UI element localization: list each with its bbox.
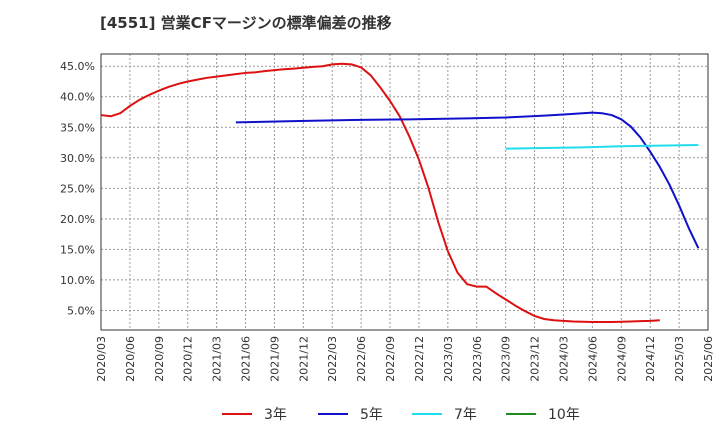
x-tick-label: 2021/06 [240, 336, 253, 382]
x-tick-label: 2022/12 [413, 336, 426, 382]
x-tick-label: 2023/12 [529, 336, 542, 382]
x-axis-labels: 2020/03 2020/06 2020/09 2020/12 2021/03 2021/… [95, 336, 715, 382]
legend-label: 7年 [454, 407, 477, 423]
x-tick-label: 2021/09 [268, 336, 281, 382]
y-tick-label: 25.0% [60, 182, 95, 195]
chart-title: [4551] 営業CFマージンの標準偏差の推移 [100, 14, 392, 32]
legend: 3年 5年 7年 10年 [222, 407, 580, 423]
y-tick-label: 15.0% [60, 243, 95, 256]
series-lines [100, 62, 700, 324]
y-tick-label: 40.0% [60, 91, 95, 104]
x-tick-label: 2023/09 [500, 336, 513, 382]
legend-label: 5年 [360, 407, 383, 423]
x-tick-label: 2025/03 [673, 336, 686, 382]
series-3年 [100, 62, 660, 324]
y-tick-label: 30.0% [60, 152, 95, 165]
legend-label: 10年 [548, 407, 580, 423]
series-5年 [235, 111, 700, 249]
y-tick-label: 20.0% [60, 213, 95, 226]
x-tick-label: 2021/12 [297, 336, 310, 382]
y-axis-labels: 5.0% 10.0% 15.0% 20.0% 25.0% 30.0% 35.0% 40.0% 4… [60, 60, 95, 317]
y-tick-label: 35.0% [60, 121, 95, 134]
plot-frame [100, 53, 709, 331]
x-tick-label: 2024/09 [615, 336, 628, 382]
plot-background [101, 54, 708, 330]
x-tick-label: 2023/06 [471, 336, 484, 382]
x-tick-label: 2022/03 [326, 336, 339, 382]
x-tick-label: 2020/06 [124, 336, 137, 382]
legend-label: 3年 [264, 407, 287, 423]
x-tick-label: 2022/06 [355, 336, 368, 382]
x-tick-label: 2021/03 [211, 336, 224, 382]
x-tick-label: 2024/12 [644, 336, 657, 382]
x-tick-label: 2024/03 [557, 336, 570, 382]
x-tick-label: 2022/09 [384, 336, 397, 382]
x-tick-label: 2023/03 [442, 336, 455, 382]
x-tick-label: 2024/06 [586, 336, 599, 382]
x-tick-label: 2025/06 [702, 336, 715, 382]
x-tick-label: 2020/12 [182, 336, 195, 382]
grid-lines [101, 54, 708, 330]
series-7年 [505, 143, 699, 150]
y-tick-label: 5.0% [67, 304, 95, 317]
x-tick-label: 2020/03 [95, 336, 108, 382]
y-tick-label: 10.0% [60, 274, 95, 287]
y-tick-label: 45.0% [60, 60, 95, 73]
series-line-2 [505, 143, 699, 150]
x-tick-label: 2020/09 [153, 336, 166, 382]
